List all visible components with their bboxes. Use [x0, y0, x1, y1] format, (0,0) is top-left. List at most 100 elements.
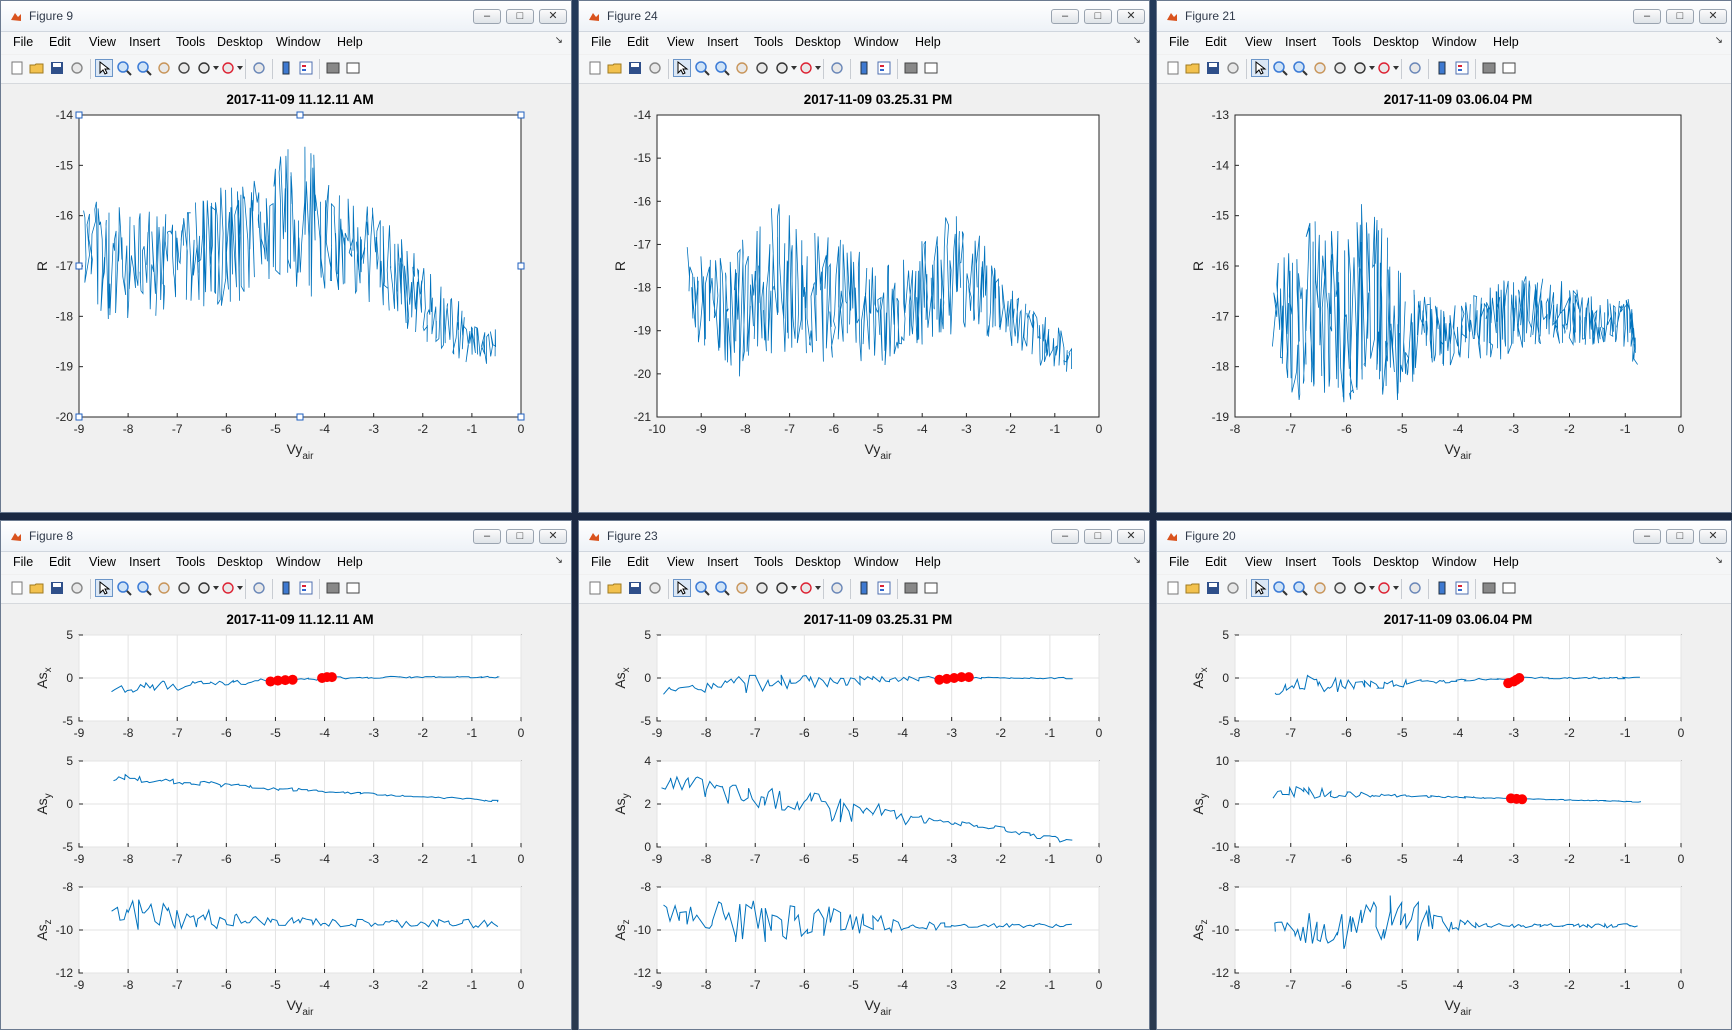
open-file-icon[interactable]	[29, 580, 45, 596]
pan-icon[interactable]	[734, 580, 750, 596]
menu-file[interactable]: File	[13, 35, 34, 49]
colorbar-icon[interactable]	[856, 60, 872, 76]
menu-view[interactable]: View	[667, 555, 694, 569]
dropdown-arrow-icon[interactable]	[1369, 66, 1375, 70]
close-button[interactable]: ✕	[539, 529, 567, 544]
figure-window-fig23[interactable]: Figure 23 – □ ✕ File Edit View Insert Tools Deskt…	[578, 520, 1150, 1030]
pan-icon[interactable]	[156, 60, 172, 76]
menu-file[interactable]: File	[591, 555, 612, 569]
axes-box[interactable]	[1234, 114, 1682, 418]
menu-edit[interactable]: Edit	[49, 35, 71, 49]
colorbar-icon[interactable]	[278, 580, 294, 596]
pointer-icon[interactable]	[95, 59, 113, 77]
pan-icon[interactable]	[1312, 60, 1328, 76]
menu-tools[interactable]: Tools	[176, 35, 206, 49]
colorbar-icon[interactable]	[1434, 580, 1450, 596]
maximize-button[interactable]: □	[1084, 9, 1112, 24]
menu-desktop[interactable]: Desktop	[217, 555, 263, 569]
colorbar-icon[interactable]	[1434, 60, 1450, 76]
print-icon[interactable]	[647, 580, 663, 596]
menu-window[interactable]: Window	[1432, 35, 1477, 49]
minimize-button[interactable]: –	[1051, 529, 1079, 544]
print-icon[interactable]	[69, 580, 85, 596]
selection-handle[interactable]	[75, 111, 83, 119]
menu-tools[interactable]: Tools	[1332, 555, 1362, 569]
show-plot-tools-icon[interactable]	[345, 60, 361, 76]
menu-insert[interactable]: Insert	[707, 35, 739, 49]
new-figure-icon[interactable]	[587, 580, 603, 596]
zoom-in-icon[interactable]	[1272, 60, 1288, 76]
menu-help[interactable]: Help	[337, 35, 363, 49]
selection-handle[interactable]	[296, 413, 304, 421]
menu-view[interactable]: View	[1245, 555, 1272, 569]
zoom-out-icon[interactable]	[714, 60, 730, 76]
open-file-icon[interactable]	[29, 60, 45, 76]
title-bar[interactable]: Figure 21 – □ ✕	[1157, 1, 1731, 32]
save-icon[interactable]	[49, 60, 65, 76]
figure-window-fig9[interactable]: Figure 9 – □ ✕ File Edit View Insert Tools Deskto…	[0, 0, 572, 513]
menu-desktop[interactable]: Desktop	[1373, 555, 1419, 569]
legend-icon[interactable]	[298, 580, 314, 596]
open-file-icon[interactable]	[1185, 580, 1201, 596]
dropdown-arrow-icon[interactable]	[791, 66, 797, 70]
menu-tools[interactable]: Tools	[176, 555, 206, 569]
pan-icon[interactable]	[734, 60, 750, 76]
save-icon[interactable]	[627, 60, 643, 76]
rotate-3d-icon[interactable]	[754, 60, 770, 76]
close-button[interactable]: ✕	[1699, 9, 1727, 24]
print-icon[interactable]	[1225, 580, 1241, 596]
print-icon[interactable]	[647, 60, 663, 76]
maximize-button[interactable]: □	[1666, 9, 1694, 24]
maximize-button[interactable]: □	[506, 529, 534, 544]
colorbar-icon[interactable]	[278, 60, 294, 76]
show-plot-tools-icon[interactable]	[345, 580, 361, 596]
new-figure-icon[interactable]	[1165, 60, 1181, 76]
rotate-3d-icon[interactable]	[176, 60, 192, 76]
save-icon[interactable]	[49, 580, 65, 596]
new-figure-icon[interactable]	[587, 60, 603, 76]
title-bar[interactable]: Figure 20 – □ ✕	[1157, 521, 1731, 552]
close-button[interactable]: ✕	[1117, 9, 1145, 24]
data-cursor-icon[interactable]	[774, 580, 790, 596]
menu-help[interactable]: Help	[915, 555, 941, 569]
save-icon[interactable]	[627, 580, 643, 596]
zoom-out-icon[interactable]	[1292, 580, 1308, 596]
pointer-icon[interactable]	[95, 579, 113, 597]
data-cursor-icon[interactable]	[1352, 60, 1368, 76]
zoom-in-icon[interactable]	[694, 580, 710, 596]
brush-icon[interactable]	[1376, 60, 1392, 76]
zoom-out-icon[interactable]	[714, 580, 730, 596]
data-cursor-icon[interactable]	[1352, 580, 1368, 596]
print-icon[interactable]	[69, 60, 85, 76]
title-bar[interactable]: Figure 8 – □ ✕	[1, 521, 571, 552]
menu-overflow-icon[interactable]: ↘	[1132, 35, 1141, 46]
menu-overflow-icon[interactable]: ↘	[554, 35, 563, 46]
maximize-button[interactable]: □	[506, 9, 534, 24]
selection-handle[interactable]	[517, 262, 525, 270]
zoom-in-icon[interactable]	[694, 60, 710, 76]
data-cursor-icon[interactable]	[196, 580, 212, 596]
brush-icon[interactable]	[220, 60, 236, 76]
pointer-icon[interactable]	[1251, 579, 1269, 597]
menu-file[interactable]: File	[1169, 555, 1190, 569]
menu-insert[interactable]: Insert	[1285, 555, 1317, 569]
menu-overflow-icon[interactable]: ↘	[1132, 555, 1141, 566]
menu-insert[interactable]: Insert	[129, 35, 161, 49]
link-plot-icon[interactable]	[829, 60, 845, 76]
close-button[interactable]: ✕	[539, 9, 567, 24]
brush-icon[interactable]	[798, 580, 814, 596]
legend-icon[interactable]	[876, 60, 892, 76]
menu-overflow-icon[interactable]: ↘	[1714, 35, 1723, 46]
new-figure-icon[interactable]	[1165, 580, 1181, 596]
link-plot-icon[interactable]	[1407, 580, 1423, 596]
menu-file[interactable]: File	[13, 555, 34, 569]
selection-handle[interactable]	[75, 262, 83, 270]
menu-view[interactable]: View	[89, 35, 116, 49]
figure-window-fig20[interactable]: Figure 20 – □ ✕ File Edit View Insert Tools Deskt…	[1156, 520, 1732, 1030]
dropdown-arrow-icon[interactable]	[237, 586, 243, 590]
legend-icon[interactable]	[876, 580, 892, 596]
menu-view[interactable]: View	[667, 35, 694, 49]
legend-icon[interactable]	[298, 60, 314, 76]
rotate-3d-icon[interactable]	[1332, 580, 1348, 596]
menu-insert[interactable]: Insert	[1285, 35, 1317, 49]
